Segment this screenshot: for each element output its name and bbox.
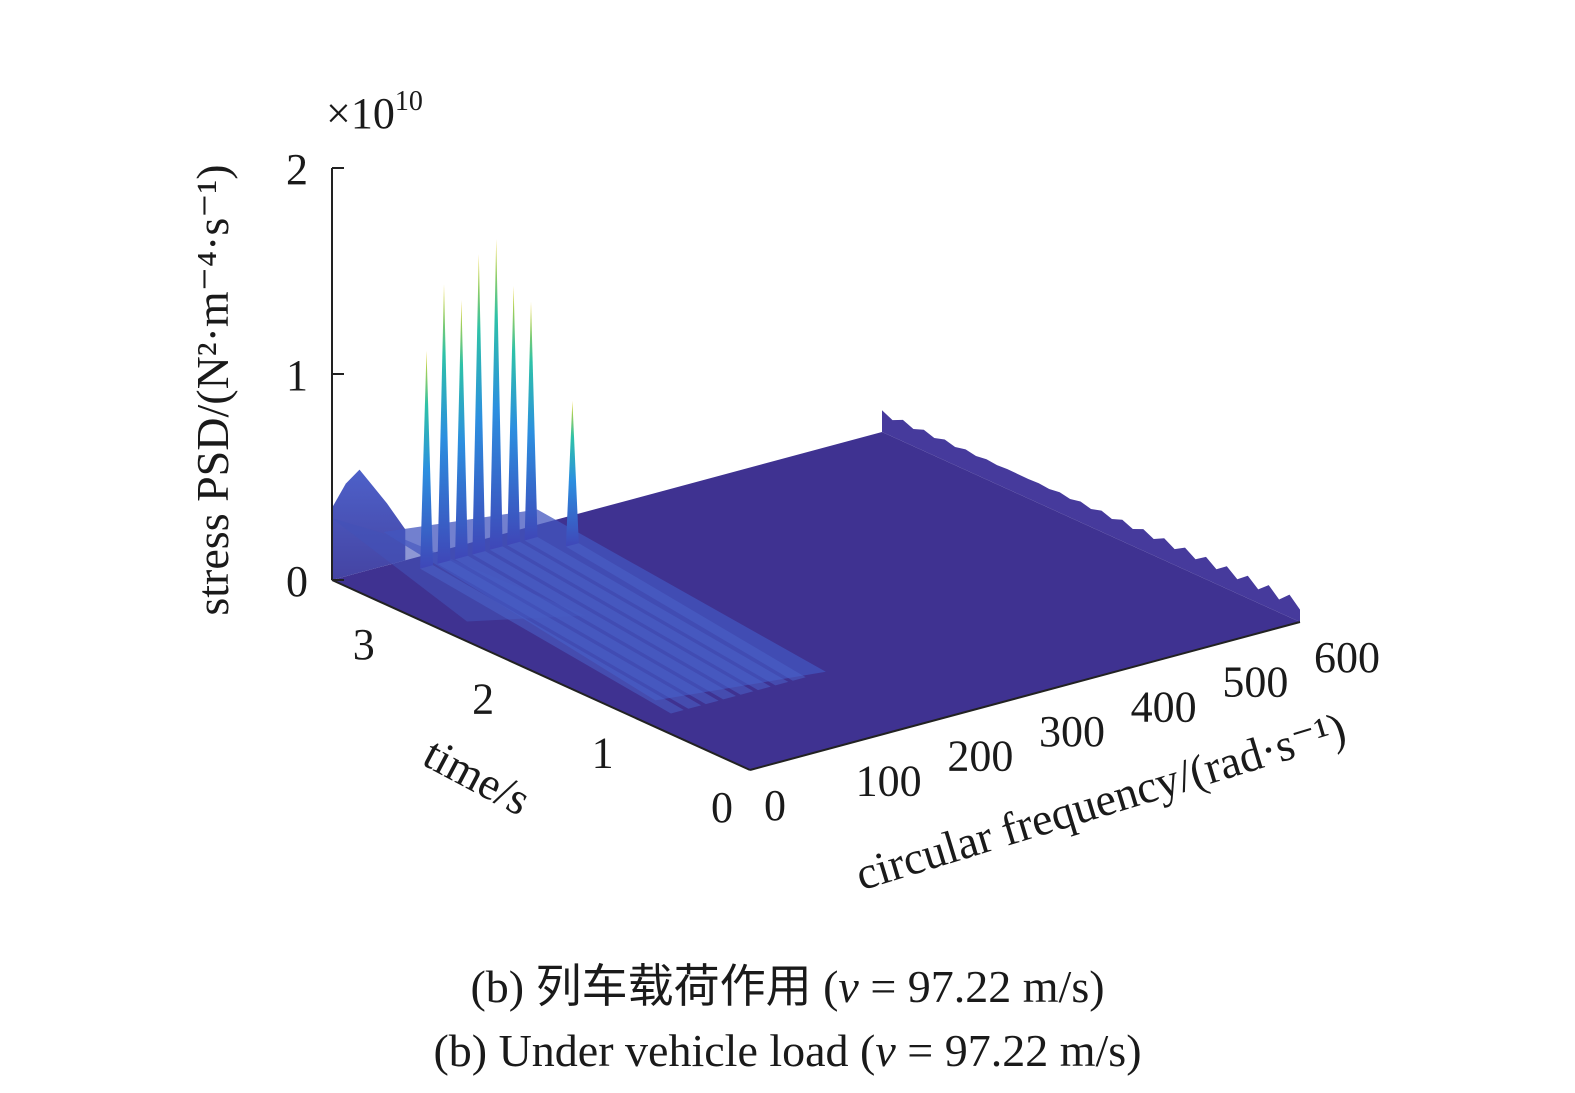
surface-layer	[332, 239, 1300, 770]
x-tick-label: 400	[1131, 682, 1197, 731]
caption-english: (b) Under vehicle load (v = 97.22 m/s)	[0, 1022, 1575, 1080]
ridge-trail	[420, 565, 684, 714]
ridge-spike	[524, 301, 538, 541]
z-multiplier-base: ×10	[326, 89, 395, 138]
ridge-trail	[437, 560, 702, 709]
x-tick-label: 0	[764, 781, 786, 830]
caption-english-prefix: (b) Under vehicle load (	[433, 1025, 876, 1076]
caption-chinese-suffix: = 97.22 m/s)	[858, 961, 1105, 1012]
ridge-spike	[507, 285, 520, 546]
ridge-trail	[524, 537, 789, 686]
ridge-spike	[565, 400, 579, 547]
z-tick-label: 1	[286, 351, 308, 400]
caption-chinese: (b) 列车载荷作用 (v = 97.22 m/s)	[0, 958, 1575, 1016]
surface-edge-ripple	[882, 410, 1300, 622]
ridge-spike	[420, 350, 433, 569]
x-tick-label: 500	[1222, 658, 1288, 707]
ridge-trail	[472, 551, 736, 700]
x-tick-label: 200	[947, 732, 1013, 781]
ridge-spike	[472, 254, 486, 555]
caption-chinese-var: v	[838, 961, 859, 1012]
z-tick-label: 2	[286, 145, 308, 194]
caption-english-var: v	[875, 1025, 896, 1076]
ridge-spike	[437, 284, 451, 564]
y-tick-label: 0	[711, 783, 733, 832]
ridge-trail	[455, 555, 719, 705]
x-tick-label: 100	[856, 756, 922, 805]
ridge-spike	[489, 239, 503, 550]
x-tick-label: 300	[1039, 707, 1105, 756]
x-tick-label: 600	[1314, 633, 1380, 682]
ridge-trail	[507, 541, 771, 691]
y-tick-label: 3	[353, 620, 375, 669]
ridge-trail	[565, 543, 806, 681]
ridge-spike	[455, 300, 468, 560]
y-tick-label: 1	[592, 729, 614, 778]
x-axis-line	[749, 621, 1301, 771]
ridge-trail	[489, 546, 754, 695]
z-axis-label: stress PSD/(N²·m⁻⁴·s⁻¹)	[187, 164, 238, 615]
z-tick-label: 0	[286, 557, 308, 606]
caption-english-suffix: = 97.22 m/s)	[895, 1025, 1142, 1076]
caption-chinese-prefix: (b) 列车载荷作用 (	[470, 961, 839, 1012]
y-axis-line	[331, 579, 751, 771]
y-tick-label: 2	[472, 674, 494, 723]
y-axis-label: time/s	[416, 727, 539, 825]
z-multiplier-exponent: 10	[395, 86, 423, 117]
z-axis-multiplier: ×1010	[326, 86, 423, 138]
